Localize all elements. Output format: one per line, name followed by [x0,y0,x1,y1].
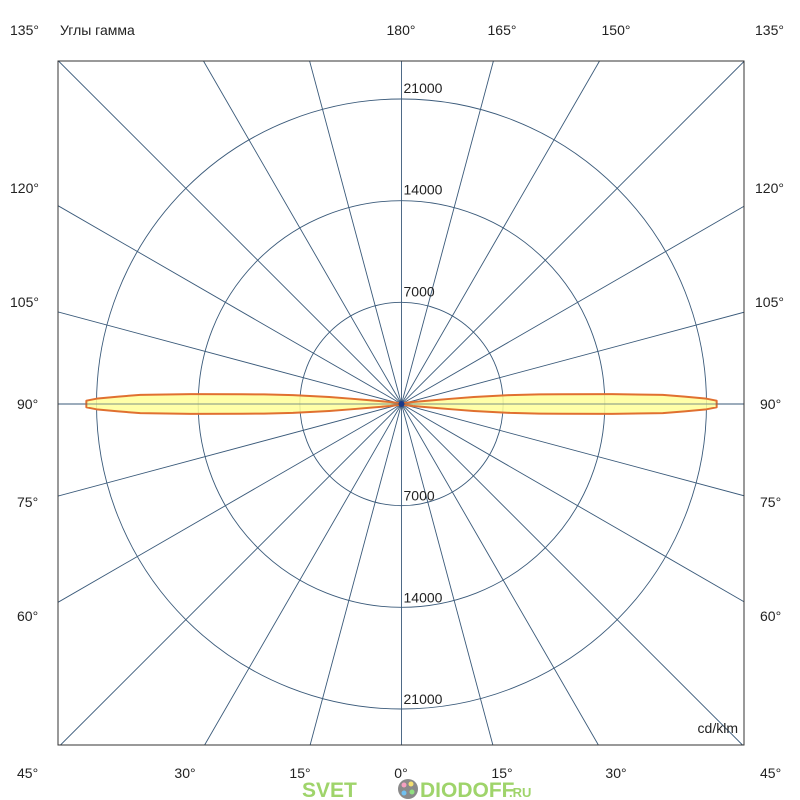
right-label-1: 105° [755,294,784,310]
bottom-label-1: 15° [289,765,310,781]
svg-text:.RU: .RU [509,785,531,800]
right-label-4: 60° [760,608,781,624]
radial-tick-label-top: 14000 [404,182,443,198]
top-label-4: 135° [755,22,784,38]
radial-tick-labels: 7000 7000 14000 14000 21000 21000 [404,80,443,707]
left-label-1: 105° [10,294,39,310]
intensity-curve [58,393,744,415]
left-label-4: 60° [17,608,38,624]
watermark-logo: SVET DIODOFF .RU [302,779,531,800]
radial-tick-label-bottom: 7000 [404,488,435,504]
left-label-2: 90° [17,396,38,412]
unit-label: cd/klm [698,720,738,736]
top-label-0: 135° [10,22,39,38]
bottom-label-3: 15° [491,765,512,781]
svg-text:DIODOFF: DIODOFF [420,779,515,800]
title: Углы гамма [60,22,135,38]
left-label-0: 120° [10,180,39,196]
radial-tick-label-bottom: 21000 [404,691,443,707]
right-label-5: 45° [760,765,781,781]
plot-frame [57,60,745,746]
right-label-0: 120° [755,180,784,196]
radial-tick-label-bottom: 14000 [404,589,443,605]
left-label-5: 45° [17,765,38,781]
center-dot [398,401,405,407]
svg-text:SVET: SVET [302,779,357,800]
left-label-3: 75° [17,494,38,510]
top-label-3: 150° [602,22,631,38]
top-label-2: 165° [488,22,517,38]
top-label-1: 180° [387,22,416,38]
right-label-2: 90° [760,396,781,412]
bottom-label-0: 30° [174,765,195,781]
radial-tick-label-top: 21000 [404,80,443,96]
right-label-3: 75° [760,494,781,510]
bottom-label-2: 0° [394,765,407,781]
bottom-label-4: 30° [605,765,626,781]
radial-tick-label-top: 7000 [404,283,435,299]
